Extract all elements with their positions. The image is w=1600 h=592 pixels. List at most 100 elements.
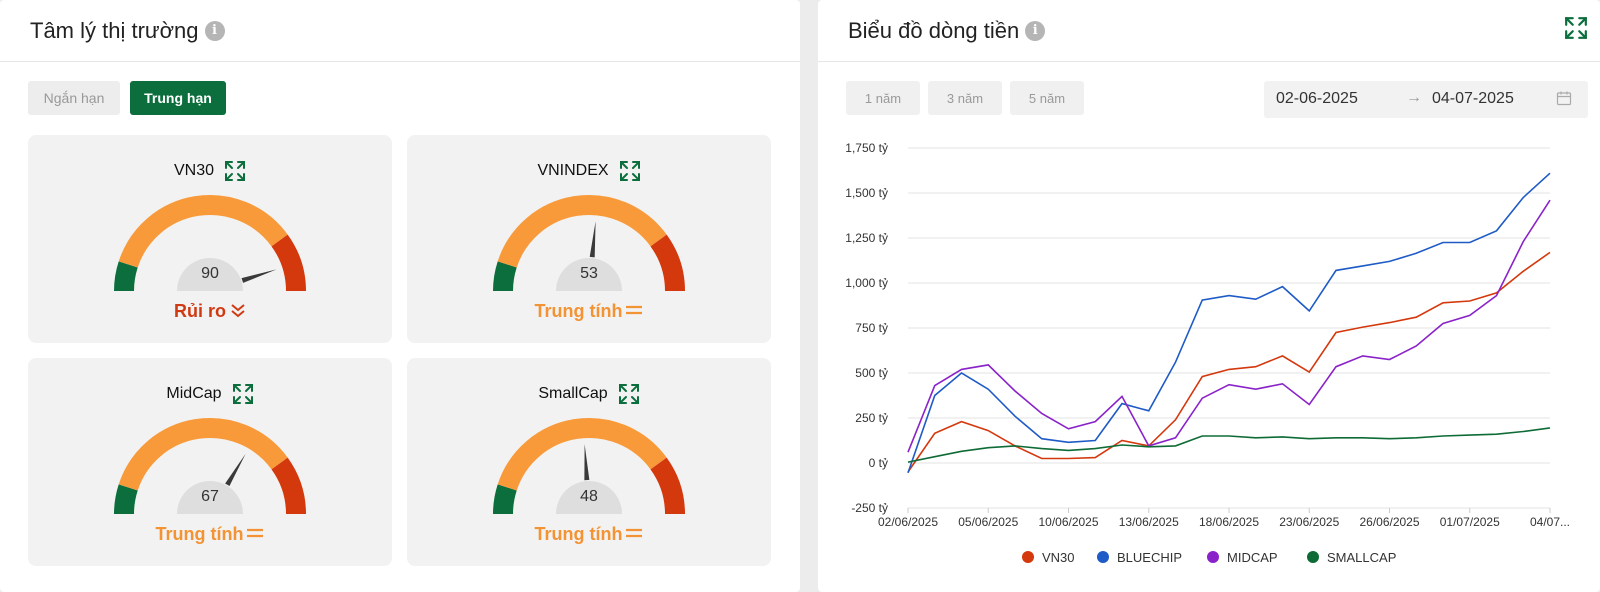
gauge-status: Trung tính	[407, 524, 771, 545]
date-arrow: →	[1406, 89, 1422, 106]
gauge-card-title: VN30	[173, 162, 215, 179]
series-line-smallcap	[907, 427, 1551, 463]
gauge-segment-low	[493, 484, 517, 515]
y-tick-label: 0 tỷ	[869, 456, 888, 470]
gauge-status-label: Rủi ro	[174, 301, 226, 321]
equals-icon	[247, 528, 264, 538]
gauge-hub	[177, 481, 243, 514]
gauge-segment-mid	[497, 195, 667, 268]
range-1-year-button[interactable]: 1 năm	[846, 81, 920, 115]
legend-label[interactable]: BLUECHIP	[1117, 550, 1182, 565]
tab-medium-term[interactable]: Trung hạn	[130, 81, 226, 115]
gauge-segment-low	[493, 261, 517, 292]
gauge-card-midcap: MidCap 67 Trung tính	[28, 358, 392, 566]
legend-marker[interactable]	[1022, 551, 1034, 563]
money-flow-panel: Biểu đồ dòng tiền i 1 năm 3 năm 5 năm 02…	[818, 0, 1600, 592]
equals-icon	[626, 528, 643, 538]
date-to-input[interactable]: 04-07-2025	[1432, 90, 1514, 107]
gauge-segment-mid	[497, 418, 667, 491]
legend-marker[interactable]	[1207, 551, 1219, 563]
x-tick-label: 13/06/2025	[1119, 515, 1179, 529]
expand-icon[interactable]	[618, 383, 640, 405]
x-tick-label: 01/07/2025	[1440, 515, 1500, 529]
x-tick-label: 02/06/2025	[878, 515, 938, 529]
y-tick-label: 1,750 tỷ	[845, 141, 888, 155]
y-tick-label: 1,000 tỷ	[845, 276, 888, 290]
gauge-hub	[556, 481, 622, 514]
gauge-card-vn30: VN30 90 Rủi ro	[28, 135, 392, 343]
date-from-input[interactable]: 02-06-2025	[1276, 90, 1358, 107]
gauge-status-label: Trung tính	[155, 524, 244, 544]
range-3-year-button[interactable]: 3 năm	[928, 81, 1002, 115]
gauge-hub	[556, 258, 622, 291]
series-line-vn30	[907, 251, 1551, 473]
gauge-segment-low	[114, 261, 138, 292]
expand-icon[interactable]	[1564, 16, 1588, 40]
gauge-chart	[114, 418, 306, 515]
gauge-segment-mid	[118, 418, 288, 491]
double-chevron-down-icon	[231, 304, 245, 318]
gauge-card-title: SmallCap	[538, 385, 608, 402]
gauge-value: 90	[201, 265, 219, 282]
y-tick-label: 750 tỷ	[855, 321, 888, 335]
market-sentiment-panel: Tâm lý thị trường i Ngắn hạn Trung hạn V…	[0, 0, 800, 592]
info-icon[interactable]: i	[204, 20, 225, 41]
gauge-needle	[589, 221, 596, 258]
gauge-card-smallcap: SmallCap 48 Trung tính	[407, 358, 771, 566]
x-tick-label: 05/06/2025	[958, 515, 1018, 529]
gauge-status: Trung tính	[28, 524, 392, 545]
gauge-needle	[225, 453, 246, 487]
gauge-segment-high	[271, 234, 306, 292]
market-sentiment-title: Tâm lý thị trường	[30, 17, 199, 43]
range-5-year-button[interactable]: 5 năm	[1010, 81, 1084, 115]
gauge-value: 48	[580, 488, 598, 505]
expand-icon[interactable]	[232, 383, 254, 405]
gauge-segment-mid	[118, 195, 288, 268]
info-icon[interactable]: i	[1025, 20, 1046, 41]
money-flow-chart: -250 tỷ 0 tỷ 250 tỷ 500 tỷ 750 tỷ 1,000 tỷ 1,2…	[845, 141, 1570, 565]
gauge-chart	[114, 195, 306, 292]
gauge-needle	[584, 444, 590, 481]
y-tick-label: 1,500 tỷ	[845, 186, 888, 200]
expand-icon[interactable]	[619, 160, 641, 182]
y-tick-label: -250 tỷ	[851, 501, 888, 515]
x-tick-label: 10/06/2025	[1038, 515, 1098, 529]
gauge-card-title: VNINDEX	[537, 162, 609, 179]
tab-short-term[interactable]: Ngắn hạn	[28, 81, 120, 115]
gauge-value: 67	[201, 488, 219, 505]
gauge-status: Rủi ro	[28, 301, 392, 322]
legend-marker[interactable]	[1097, 551, 1109, 563]
series-line-midcap	[907, 199, 1551, 453]
date-range-picker[interactable]: 02-06-2025 → 04-07-2025	[1264, 81, 1588, 118]
x-tick-label: 04/07...	[1530, 515, 1570, 529]
gauge-card-vnindex: VNINDEX 53 Trung tính	[407, 135, 771, 343]
gauge-chart	[493, 195, 685, 292]
x-tick-label: 26/06/2025	[1359, 515, 1419, 529]
gauge-hub	[177, 258, 243, 291]
gauge-needle	[241, 269, 277, 283]
x-tick-label: 23/06/2025	[1279, 515, 1339, 529]
legend-label[interactable]: MIDCAP	[1227, 550, 1278, 565]
gauge-status-label: Trung tính	[534, 301, 623, 321]
gauge-segment-high	[271, 457, 306, 515]
gauge-value: 53	[580, 265, 598, 282]
legend-label[interactable]: SMALLCAP	[1327, 550, 1396, 565]
series-line-bluechip	[907, 172, 1551, 474]
calendar-icon[interactable]	[1556, 90, 1572, 106]
gauge-chart	[493, 418, 685, 515]
money-flow-header: Biểu đồ dòng tiền i	[818, 0, 1600, 62]
legend-label[interactable]: VN30	[1042, 550, 1075, 565]
market-sentiment-header: Tâm lý thị trường i	[0, 0, 800, 62]
gauge-status: Trung tính	[407, 301, 771, 322]
y-tick-label: 500 tỷ	[855, 366, 888, 380]
legend-marker[interactable]	[1307, 551, 1319, 563]
gauge-status-label: Trung tính	[534, 524, 623, 544]
gauge-segment-high	[650, 234, 685, 292]
money-flow-title: Biểu đồ dòng tiền	[848, 17, 1020, 43]
y-tick-label: 1,250 tỷ	[845, 231, 888, 245]
gauge-segment-high	[650, 457, 685, 515]
expand-icon[interactable]	[224, 160, 246, 182]
gauge-segment-low	[114, 484, 138, 515]
x-tick-label: 18/06/2025	[1199, 515, 1259, 529]
equals-icon	[626, 305, 643, 315]
